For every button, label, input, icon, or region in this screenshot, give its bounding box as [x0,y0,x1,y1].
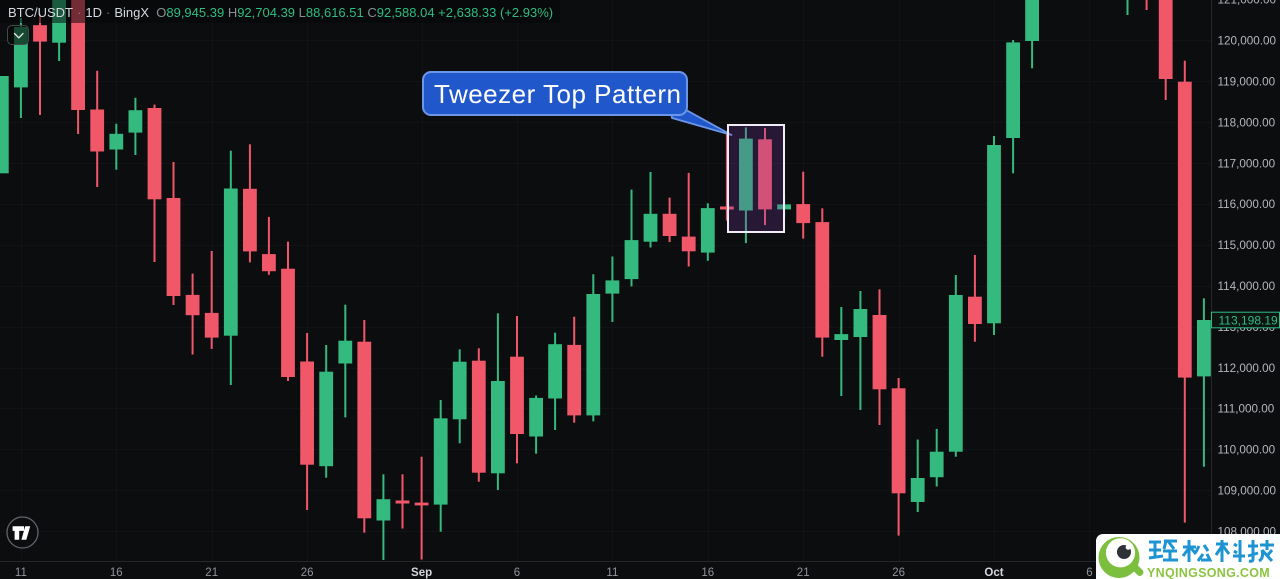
svg-text:116,000.00: 116,000.00 [1218,198,1276,211]
svg-text:109,000.00: 109,000.00 [1218,485,1277,498]
svg-text:6: 6 [514,567,520,579]
svg-text:111,000.00: 111,000.00 [1218,403,1275,416]
svg-text:120,000.00: 120,000.00 [1218,35,1277,48]
svg-text:26: 26 [301,567,314,579]
svg-text:112,000.00: 112,000.00 [1218,362,1276,375]
svg-text:115,000.00: 115,000.00 [1218,239,1276,252]
svg-text:16: 16 [110,567,123,579]
svg-text:113,198.19: 113,198.19 [1219,313,1278,327]
svg-text:YNQINGSONG.COM: YNQINGSONG.COM [1147,566,1270,579]
svg-text:114,000.00: 114,000.00 [1218,280,1276,293]
svg-text:6: 6 [1086,567,1092,579]
svg-text:Oct: Oct [984,567,1003,579]
svg-text:118,000.00: 118,000.00 [1218,116,1276,129]
svg-text:21: 21 [205,567,218,579]
svg-text:Sep: Sep [411,567,432,579]
svg-text:11: 11 [606,567,618,579]
svg-text:16: 16 [701,567,714,579]
svg-text:117,000.00: 117,000.00 [1218,157,1276,170]
svg-text:110,000.00: 110,000.00 [1218,444,1276,457]
svg-text:11: 11 [15,567,27,579]
svg-text:21: 21 [797,567,810,579]
svg-text:121,000.00: 121,000.00 [1218,0,1277,7]
svg-text:119,000.00: 119,000.00 [1218,76,1276,89]
svg-text:26: 26 [892,567,905,579]
